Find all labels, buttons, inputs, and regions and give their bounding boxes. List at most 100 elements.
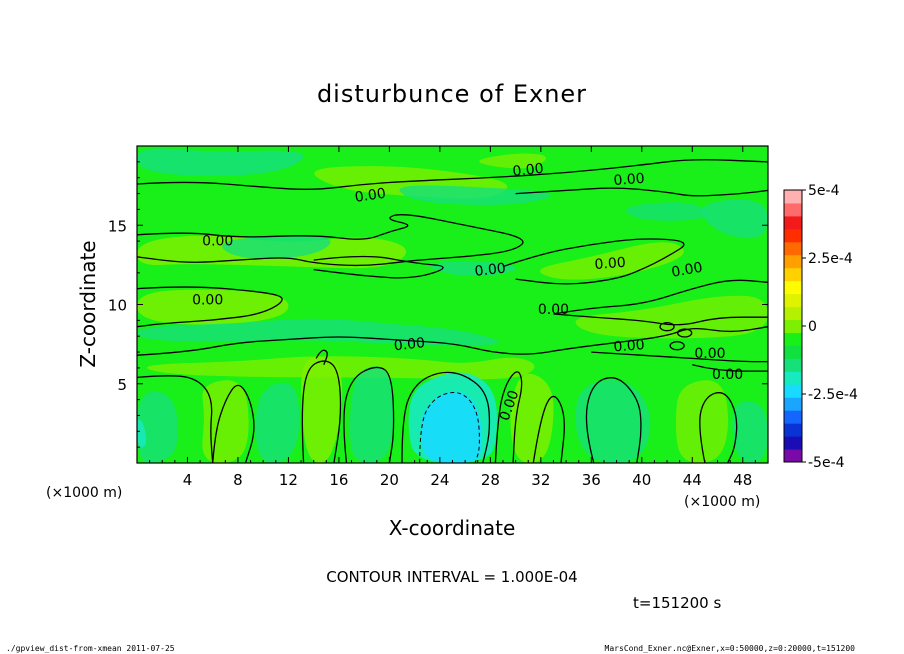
color-patch — [255, 382, 300, 463]
y-tick-label: 10 — [108, 297, 127, 315]
x-tick-label: 40 — [632, 471, 651, 489]
y-axis-label: Z-coordinate — [76, 240, 100, 367]
color-patch — [137, 419, 147, 448]
contour-loop — [669, 341, 685, 351]
color-patch — [301, 356, 343, 463]
colorbar-tick-label: 5e-4 — [808, 183, 840, 199]
contour-line — [137, 326, 768, 356]
x-tick-label: 36 — [582, 471, 601, 489]
colorbar-swatch — [784, 332, 802, 346]
contour-line — [699, 392, 738, 463]
contour-line — [343, 366, 395, 463]
colorbar-swatch — [784, 241, 802, 256]
contour-line — [313, 255, 444, 279]
colorbar-swatch — [784, 319, 802, 333]
contour-line — [585, 377, 642, 463]
colorbar-tick-label: -2.5e-4 — [808, 387, 858, 403]
color-patch — [137, 318, 499, 346]
contour-loop — [677, 328, 693, 338]
colorbar-tick-label: 0 — [808, 319, 817, 335]
contour-line — [315, 349, 328, 365]
color-patch — [510, 373, 554, 463]
x-tick-label: 48 — [733, 471, 752, 489]
colorbar-swatch — [784, 190, 802, 204]
x-tick-label: 12 — [279, 471, 298, 489]
contour-loop — [659, 322, 675, 332]
x-axis: 4 8 12 16 20 24 28 32 36 40 44 48 — [149, 146, 756, 489]
contour-label: 0.00 — [670, 260, 703, 281]
color-patch — [479, 153, 546, 169]
colorbar-swatch — [784, 293, 802, 308]
contour-line-negative — [419, 391, 480, 463]
color-patch — [540, 242, 684, 280]
contour-line — [137, 214, 524, 267]
footer-left: ./gpview_dist-from-xmean 2011-07-25 — [6, 644, 175, 653]
x-tick-label: 4 — [183, 471, 193, 489]
contour-lines — [137, 159, 768, 463]
contour-line — [692, 364, 768, 372]
contour-label: 0.00 — [393, 335, 426, 354]
color-patch — [137, 148, 304, 177]
colorbar — [784, 190, 802, 463]
footer-right: MarsCond_Exner.nc@Exner,x=0:50000,z=0:20… — [605, 644, 856, 653]
color-patch — [202, 380, 249, 463]
y-axis: 5 10 15 — [108, 161, 768, 448]
colorbar-swatch — [784, 410, 802, 424]
x-tick-label: 20 — [380, 471, 399, 489]
color-patch — [137, 391, 178, 463]
colorbar-swatch — [784, 371, 802, 385]
colorbar-swatch — [784, 254, 802, 269]
colorbar-swatch — [784, 449, 802, 463]
color-patch — [575, 295, 768, 339]
plot-area: 0.00 0.00 0.00 0.00 0.00 0.00 0.00 0.00 0.00 0.00… — [137, 146, 768, 463]
x-tick-label: 32 — [531, 471, 550, 489]
contour-label: 0.00 — [613, 171, 645, 189]
y-tick-label: 5 — [117, 376, 127, 394]
color-patch — [429, 261, 517, 277]
time-text: t=151200 s — [633, 594, 721, 612]
z-unit-label: (×1000 m) — [46, 485, 122, 501]
colorbar-labels: 5e-4 2.5e-4 0 -2.5e-4 -5e-4 — [802, 183, 858, 471]
colorbar-swatch — [784, 397, 802, 411]
colorbar-swatch — [784, 228, 802, 243]
colorbar-swatch — [784, 267, 802, 282]
contour-interval-text: CONTOUR INTERVAL = 1.000E-04 — [326, 568, 577, 586]
contour-label: 0.00 — [712, 367, 743, 383]
color-patch — [626, 202, 709, 221]
contour-label: 0.00 — [192, 292, 223, 308]
color-patch — [675, 380, 729, 463]
color-patch — [399, 185, 551, 205]
contour-label: 0.00 — [538, 302, 569, 318]
x-tick-label: 8 — [233, 471, 243, 489]
colorbar-swatch — [784, 384, 802, 398]
contour-line — [502, 238, 685, 285]
contour-label: 0.00 — [202, 234, 233, 250]
colorbar-tick-label: -5e-4 — [808, 455, 845, 471]
contour-line — [137, 286, 283, 328]
contour-label: 0.00 — [512, 161, 545, 180]
contour-label: 0.00 — [354, 186, 387, 206]
color-patch — [137, 289, 289, 325]
x-unit-label: (×1000 m) — [684, 494, 760, 510]
colorbar-swatch — [784, 423, 802, 437]
colorbar-swatch — [784, 215, 802, 230]
color-patch — [701, 199, 768, 239]
contour-line — [137, 159, 768, 190]
contour-label: 0.00 — [594, 255, 626, 273]
x-tick-label: 16 — [329, 471, 348, 489]
chart-title: disturbunce of Exner — [317, 80, 587, 108]
color-field-patches — [137, 148, 768, 463]
contour-label: 0.00 — [694, 346, 725, 362]
color-patch — [420, 391, 482, 463]
y-tick-label: 15 — [108, 217, 127, 235]
colorbar-swatch — [784, 436, 802, 450]
contour-line — [212, 384, 255, 463]
contour-labels: 0.00 0.00 0.00 0.00 0.00 0.00 0.00 0.00 0.00 0.00… — [192, 161, 743, 423]
x-tick-label: 24 — [430, 471, 449, 489]
contour-line — [401, 371, 491, 463]
contour-label: 0.00 — [474, 261, 507, 280]
color-patch — [732, 401, 768, 463]
colorbar-swatch — [784, 345, 802, 359]
colorbar-tick-label: 2.5e-4 — [808, 251, 853, 267]
